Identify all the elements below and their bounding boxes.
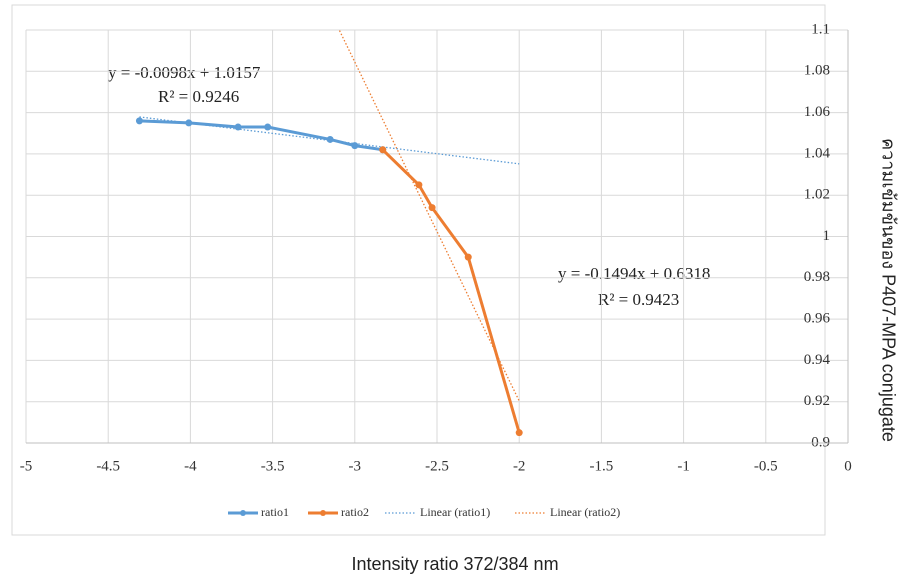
legend-label: Linear (ratio2)	[550, 505, 620, 519]
x-tick-label: -1	[677, 458, 690, 474]
data-point	[264, 123, 272, 131]
x-tick-label: 0	[844, 458, 852, 474]
equation: y = -0.1494x + 0.6318	[558, 264, 710, 283]
legend-label: ratio1	[261, 505, 289, 519]
data-point	[351, 142, 359, 150]
y-tick-label: 1.08	[804, 63, 830, 79]
x-tick-label: -4.5	[96, 458, 120, 474]
x-tick-label: -2	[513, 458, 526, 474]
y-tick-label: 1	[823, 228, 831, 244]
r-squared: R² = 0.9423	[598, 290, 679, 309]
x-tick-label: -3.5	[261, 458, 285, 474]
x-tick-label: -0.5	[754, 458, 778, 474]
x-tick-label: -4	[184, 458, 197, 474]
data-point	[428, 204, 436, 212]
y-tick-label: 0.94	[804, 352, 831, 368]
data-point	[135, 117, 143, 125]
x-tick-label: -3	[349, 458, 362, 474]
y-tick-label: 1.1	[811, 21, 830, 37]
equation: y = -0.0098x + 1.0157	[108, 63, 261, 82]
y-tick-label: 1.04	[804, 145, 831, 161]
data-point	[464, 253, 472, 261]
data-point	[515, 429, 523, 437]
r-squared: R² = 0.9246	[158, 87, 239, 106]
data-point	[185, 119, 193, 127]
x-axis-title: Intensity ratio 372/384 nm	[351, 554, 558, 574]
data-point	[415, 181, 423, 189]
data-point	[326, 135, 334, 143]
y-tick-label: 0.92	[804, 393, 830, 409]
x-tick-label: -2.5	[425, 458, 449, 474]
legend-label: Linear (ratio1)	[420, 505, 490, 519]
trendline	[338, 30, 520, 402]
legend-marker	[240, 510, 246, 516]
chart-frame	[11, 4, 826, 536]
x-tick-label: -5	[20, 458, 33, 474]
y-tick-label: 0.98	[804, 269, 830, 285]
legend-marker	[320, 510, 326, 516]
legend-label: ratio2	[341, 505, 369, 519]
x-tick-label: -1.5	[590, 458, 614, 474]
y-axis-title: ความเข้มข้นของ P407-MPA conjugate	[878, 138, 898, 442]
data-point	[234, 123, 242, 131]
y-tick-label: 1.02	[804, 187, 830, 203]
y-tick-label: 1.06	[804, 104, 831, 120]
y-tick-label: 0.96	[804, 311, 831, 327]
data-point	[379, 146, 387, 154]
y-tick-label: 0.9	[811, 434, 830, 450]
